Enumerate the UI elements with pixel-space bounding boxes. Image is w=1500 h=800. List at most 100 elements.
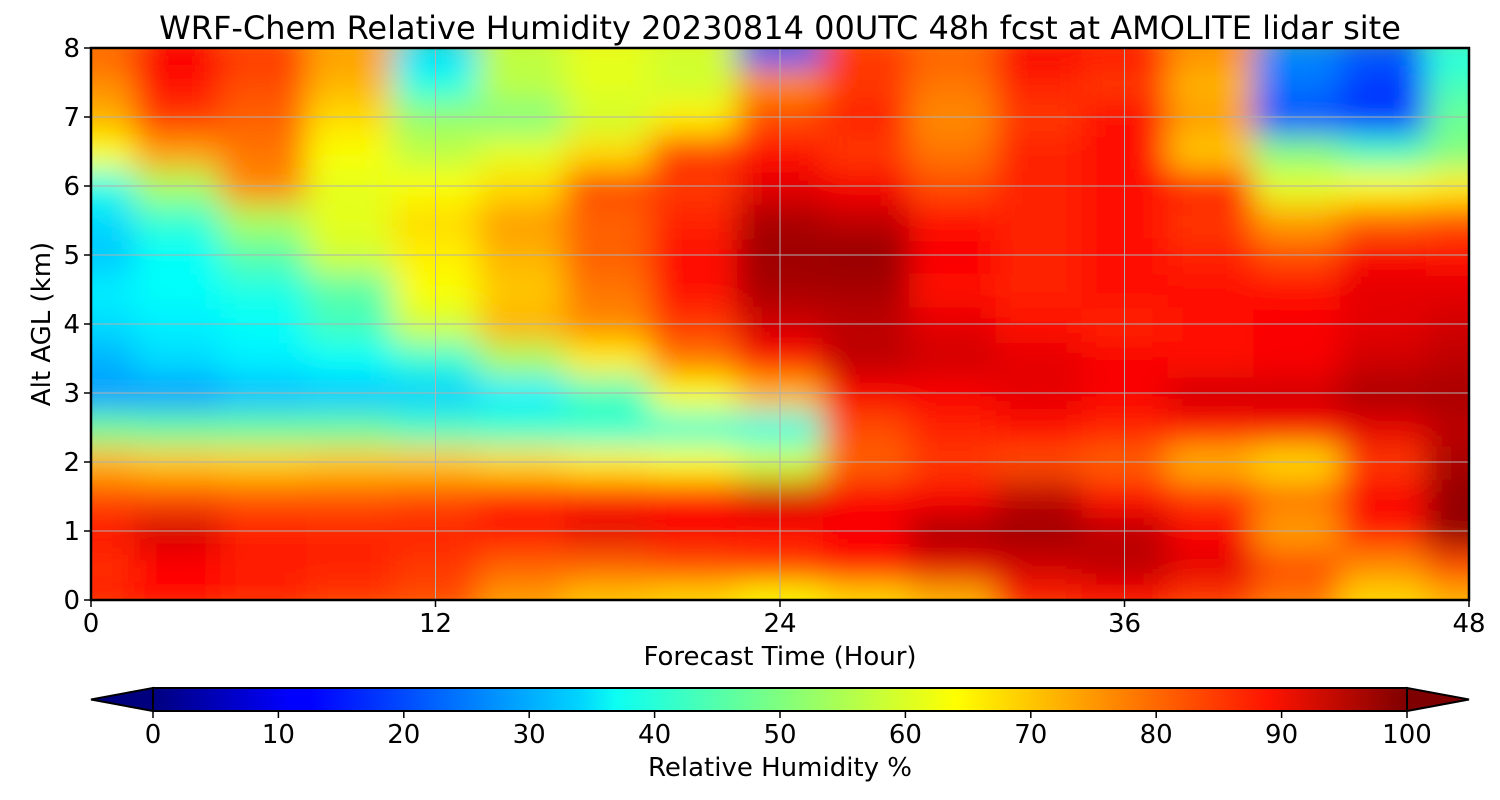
heatmap-cell: [1167, 134, 1255, 170]
y-tick-label: 7: [63, 103, 80, 133]
heatmap-cell: [1253, 99, 1341, 136]
heatmap-cell: [91, 272, 135, 308]
x-tick-label: 0: [83, 609, 100, 639]
heatmap-cell: [823, 582, 911, 600]
heatmap-cell: [478, 582, 566, 600]
heatmap-cell: [564, 341, 652, 377]
heatmap-cell: [134, 99, 222, 136]
heatmap-cell: [650, 410, 738, 446]
heatmap-cell: [564, 237, 652, 274]
colorbar-tick-label: 60: [889, 720, 922, 750]
heatmap-cells: [91, 48, 1469, 600]
heatmap-cell: [1167, 48, 1255, 67]
heatmap-cell: [650, 582, 738, 600]
heatmap-cell: [1339, 375, 1427, 412]
heatmap-cell: [306, 479, 394, 515]
heatmap-cell: [134, 306, 222, 343]
heatmap-cell: [306, 99, 394, 136]
heatmap-cell: [306, 203, 394, 239]
heatmap-cell: [220, 306, 308, 343]
heatmap-cell: [478, 479, 566, 515]
colorbar-label: Relative Humidity %: [648, 753, 912, 783]
heatmap-cell: [91, 203, 135, 239]
heatmap-cell: [220, 548, 308, 584]
heatmap-cell: [91, 237, 135, 274]
heatmap-cell: [1253, 168, 1341, 205]
heatmap-cell: [220, 65, 308, 101]
heatmap-cell: [823, 548, 911, 584]
x-tick-label: 24: [763, 609, 796, 639]
heatmap-cell: [1425, 48, 1469, 67]
heatmap-cell: [91, 582, 135, 600]
heatmap-cell: [823, 134, 911, 170]
heatmap-cell: [909, 168, 997, 205]
heatmap-cell: [1253, 548, 1341, 584]
chart-title: WRF-Chem Relative Humidity 20230814 00UT…: [159, 9, 1401, 47]
heatmap-cell: [909, 479, 997, 515]
heatmap-cell: [564, 548, 652, 584]
heatmap-cell: [1339, 48, 1427, 67]
heatmap-cell: [306, 272, 394, 308]
heatmap-cell: [220, 341, 308, 377]
heatmap-cell: [995, 203, 1083, 239]
heatmap-cell: [478, 272, 566, 308]
heatmap-cell: [1339, 582, 1427, 600]
colorbar-tick-label: 50: [763, 720, 796, 750]
heatmap-cell: [478, 237, 566, 274]
heatmap-cell: [1167, 341, 1255, 377]
heatmap-cell: [134, 582, 222, 600]
heatmap-cell: [1167, 444, 1255, 481]
heatmap-cell: [823, 306, 911, 343]
heatmap-cell: [306, 306, 394, 343]
heatmap-cell: [1167, 65, 1255, 101]
colorbar-tick-label: 30: [513, 720, 546, 750]
heatmap-cell: [134, 513, 222, 550]
grid-lines: [91, 48, 1469, 600]
y-tick-label: 4: [63, 310, 80, 340]
heatmap-cell: [1425, 272, 1469, 308]
heatmap-cell: [1339, 134, 1427, 170]
colorbar-tick-label: 70: [1014, 720, 1047, 750]
heatmap-cell: [823, 272, 911, 308]
colorbar-extend-low: [90, 686, 154, 713]
heatmap-cell: [564, 99, 652, 136]
y-tick-label: 0: [63, 586, 80, 616]
heatmap-cell: [995, 272, 1083, 308]
heatmap-cell: [564, 65, 652, 101]
heatmap-cell: [220, 48, 308, 67]
heatmap-cell: [909, 375, 997, 412]
heatmap-cell: [650, 65, 738, 101]
heatmap-cell: [1339, 444, 1427, 481]
heatmap-cell: [306, 168, 394, 205]
heatmap-cell: [478, 444, 566, 481]
heatmap-cell: [134, 48, 222, 67]
heatmap-cell: [1253, 237, 1341, 274]
heatmap-cell: [650, 513, 738, 550]
heatmap-cell: [1253, 444, 1341, 481]
heatmap-cell: [650, 341, 738, 377]
heatmap-cell: [91, 48, 135, 67]
heatmap-cell: [1167, 479, 1255, 515]
heatmap-cell: [220, 410, 308, 446]
heatmap-cell: [134, 375, 222, 412]
heatmap-cell: [134, 168, 222, 205]
heatmap-cell: [1167, 375, 1255, 412]
heatmap-cell: [1167, 168, 1255, 205]
heatmap-cell: [91, 306, 135, 343]
colorbar-extend-high: [1406, 686, 1470, 713]
heatmap-cell: [995, 306, 1083, 343]
heatmap-cell: [564, 272, 652, 308]
heatmap-cell: [1167, 513, 1255, 550]
heatmap-cell: [650, 48, 738, 67]
heatmap-cell: [909, 341, 997, 377]
heatmap-cell: [564, 306, 652, 343]
heatmap-cell: [1253, 203, 1341, 239]
colorbar-tick-label: 40: [638, 720, 671, 750]
heatmap-cell: [564, 479, 652, 515]
heatmap-cell: [220, 582, 308, 600]
heatmap-cell: [478, 134, 566, 170]
heatmap-cell: [823, 375, 911, 412]
y-tick-label: 1: [63, 517, 80, 547]
heatmap-cell: [650, 99, 738, 136]
heatmap-cell: [823, 237, 911, 274]
